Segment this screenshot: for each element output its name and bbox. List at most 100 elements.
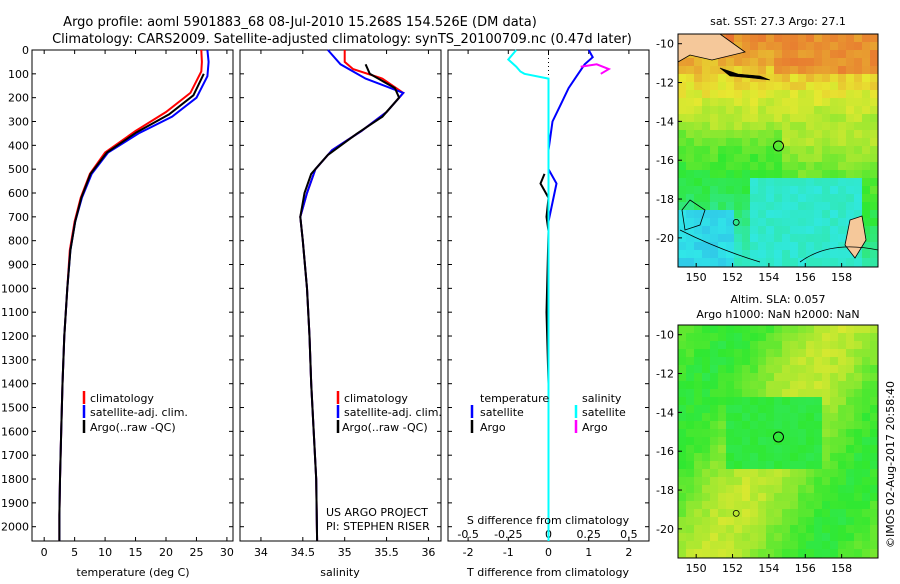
map-y-tick-label: -20	[656, 232, 674, 245]
map-cell	[774, 178, 782, 186]
map-cell	[718, 218, 726, 226]
map-cell	[830, 325, 838, 333]
map-cell	[782, 74, 790, 82]
map-cell	[854, 146, 862, 154]
map-cell	[830, 365, 838, 373]
map-cell	[774, 453, 782, 461]
map-cell	[750, 138, 758, 146]
map-cell	[790, 509, 798, 517]
map-cell	[870, 250, 878, 258]
map-cell	[790, 453, 798, 461]
map-cell	[742, 114, 750, 122]
map-cell	[774, 162, 782, 170]
map-cell	[862, 469, 870, 477]
map-frame	[677, 33, 879, 268]
map-cell	[742, 373, 750, 381]
map-cell	[718, 325, 726, 333]
map-cell	[742, 477, 750, 485]
map-cell	[742, 242, 750, 250]
map-cell	[798, 66, 806, 74]
map-cell	[774, 549, 782, 557]
map-cell	[790, 66, 798, 74]
map-cell	[838, 413, 846, 421]
map-cell	[686, 178, 694, 186]
map-cell	[806, 194, 814, 202]
map-cell	[822, 549, 830, 557]
map-cell	[710, 226, 718, 234]
map-cell	[734, 525, 742, 533]
map-cell	[782, 429, 790, 437]
map-cell	[766, 453, 774, 461]
map-cell	[814, 333, 822, 341]
map-cell	[822, 365, 830, 373]
map-cell	[718, 242, 726, 250]
map-cell	[870, 114, 878, 122]
map-cell	[710, 493, 718, 501]
map-cell	[862, 453, 870, 461]
map-cell	[862, 341, 870, 349]
map-cell	[734, 413, 742, 421]
map-cell	[678, 82, 686, 90]
map-cell	[710, 509, 718, 517]
map-cell	[710, 525, 718, 533]
map-cell	[798, 413, 806, 421]
map-cell	[862, 66, 870, 74]
map-cell	[726, 258, 734, 266]
map-cell	[718, 170, 726, 178]
map-cell	[854, 477, 862, 485]
map-cell	[774, 34, 782, 42]
map-cell	[806, 178, 814, 186]
map-cell	[774, 122, 782, 130]
map-cell	[766, 445, 774, 453]
map-cell	[774, 325, 782, 333]
map-cell	[718, 541, 726, 549]
map-cell	[870, 178, 878, 186]
map-cell	[710, 429, 718, 437]
map-cell	[822, 525, 830, 533]
map-cell	[774, 365, 782, 373]
map-cell	[694, 226, 702, 234]
map-cell	[750, 98, 758, 106]
map-cell	[726, 66, 734, 74]
map-cell	[870, 50, 878, 58]
map-cell	[702, 325, 710, 333]
map-cell	[806, 58, 814, 66]
map-cell	[846, 34, 854, 42]
map-cell	[830, 357, 838, 365]
map-cell	[838, 373, 846, 381]
map-cell	[710, 533, 718, 541]
map-cell	[846, 533, 854, 541]
map-cell	[814, 138, 822, 146]
map-cell	[838, 58, 846, 66]
map-cell	[846, 42, 854, 50]
map-cell	[806, 429, 814, 437]
map-cell	[694, 202, 702, 210]
map-cell	[710, 90, 718, 98]
map-cell	[806, 509, 814, 517]
map-cell	[822, 421, 830, 429]
map-cell	[718, 445, 726, 453]
map-cell	[734, 373, 742, 381]
map-cell	[838, 130, 846, 138]
map-cell	[798, 397, 806, 405]
map-cell	[766, 218, 774, 226]
map-cell	[742, 469, 750, 477]
map-cell	[782, 162, 790, 170]
map-cell	[790, 325, 798, 333]
map-cell	[774, 58, 782, 66]
map-cell	[830, 58, 838, 66]
map-cell	[678, 210, 686, 218]
map-cell	[726, 333, 734, 341]
map-cell	[718, 333, 726, 341]
map-cell	[790, 373, 798, 381]
map-x-tick-label: 154	[758, 562, 779, 575]
map-cell	[678, 258, 686, 266]
map-cell	[854, 533, 862, 541]
x-tick-label: 1	[585, 546, 592, 559]
map-cell	[702, 533, 710, 541]
map-cell	[758, 186, 766, 194]
map-cell	[870, 541, 878, 549]
map-cell	[710, 210, 718, 218]
map-cell	[798, 533, 806, 541]
s-tick-label: 0.5	[620, 528, 638, 541]
